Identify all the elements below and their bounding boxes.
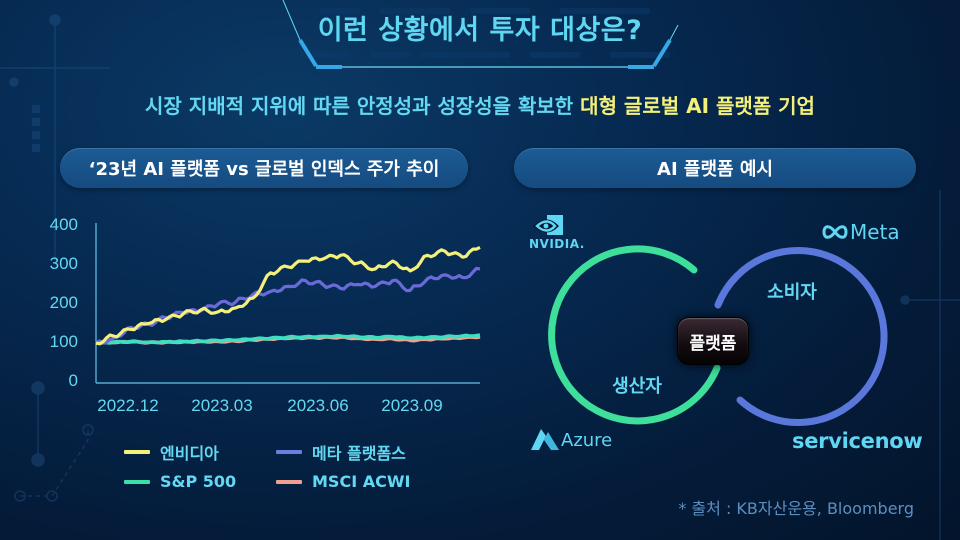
y-tick-100: 100 [49, 332, 78, 351]
legend-label: S&P 500 [160, 472, 237, 491]
legend-item-sp500: S&P 500 [124, 472, 236, 491]
azure-logo-text: Azure [561, 429, 613, 451]
x-tick-2023-03: 2023.03 [191, 396, 253, 415]
legend-swatch-meta [276, 450, 302, 454]
platform-examples-title: AI 플랫폼 예시 [657, 159, 773, 180]
platform-badge: 플랫폼 [677, 317, 749, 365]
nvidia-logo: NVIDIA. [529, 215, 585, 251]
consumer-arc [714, 247, 888, 426]
legend-item-meta: 메타 플랫폼스 [276, 440, 406, 464]
title-frame [282, 0, 679, 69]
platform-label: 플랫폼 [689, 333, 737, 354]
legend-swatch-sp500 [124, 479, 150, 484]
legend-label: 엔비디아 [160, 444, 219, 463]
series-line [95, 245, 481, 346]
meta-logo: Meta [820, 220, 900, 244]
page-title: 이런 상황에서 투자 대상은? [317, 15, 643, 46]
servicenow-logo-text: servicenow [792, 429, 923, 453]
legend-label: MSCI ACWI [312, 472, 411, 491]
series-line [95, 266, 481, 345]
legend-swatch-msci [276, 479, 302, 484]
y-tick-300: 300 [49, 254, 78, 273]
series-line [95, 333, 481, 345]
subtitle-highlight: 대형 글로벌 AI 플랫폼 기업 [580, 94, 815, 118]
legend-item-msci: MSCI ACWI [276, 472, 410, 491]
subtitle-text: 시장 지배적 지위에 따른 안정성과 성장성을 확보한 [145, 94, 581, 118]
x-tick-2023-06: 2023.06 [287, 396, 349, 415]
x-tick-2022-12: 2022.12 [97, 396, 159, 415]
legend-item-nvidia: 엔비디아 [124, 440, 219, 464]
nvidia-logo-text: NVIDIA. [529, 237, 585, 251]
legend-swatch-nvidia [124, 450, 150, 454]
page-subtitle: 시장 지배적 지위에 따른 안정성과 성장성을 확보한 대형 글로벌 AI 플랫… [0, 90, 960, 119]
chart-title-pill: ‘23년 AI 플랫폼 vs 글로벌 인덱스 주가 추이 [60, 148, 468, 188]
consumer-label: 소비자 [767, 282, 817, 303]
y-tick-400: 400 [49, 215, 78, 234]
y-tick-0: 0 [68, 371, 78, 390]
meta-logo-text: Meta [850, 220, 900, 244]
meta-infinity-icon [822, 225, 848, 239]
servicenow-logo: servicenow [792, 429, 923, 453]
producer-arc [548, 245, 721, 425]
source-note: * 출처 : KB자산운용, Bloomberg [678, 499, 914, 518]
x-tick-2023-09: 2023.09 [381, 396, 443, 415]
nvidia-eye-icon [533, 215, 563, 235]
y-tick-200: 200 [49, 293, 78, 312]
legend-label: 메타 플랫폼스 [312, 444, 406, 463]
azure-logo: Azure [529, 428, 612, 452]
chart-title: ‘23년 AI 플랫폼 vs 글로벌 인덱스 주가 추이 [88, 159, 440, 180]
azure-icon [531, 429, 559, 450]
producer-label: 생산자 [612, 376, 662, 397]
platform-examples-pill: AI 플랫폼 예시 [514, 148, 916, 188]
chart-series [95, 245, 481, 346]
